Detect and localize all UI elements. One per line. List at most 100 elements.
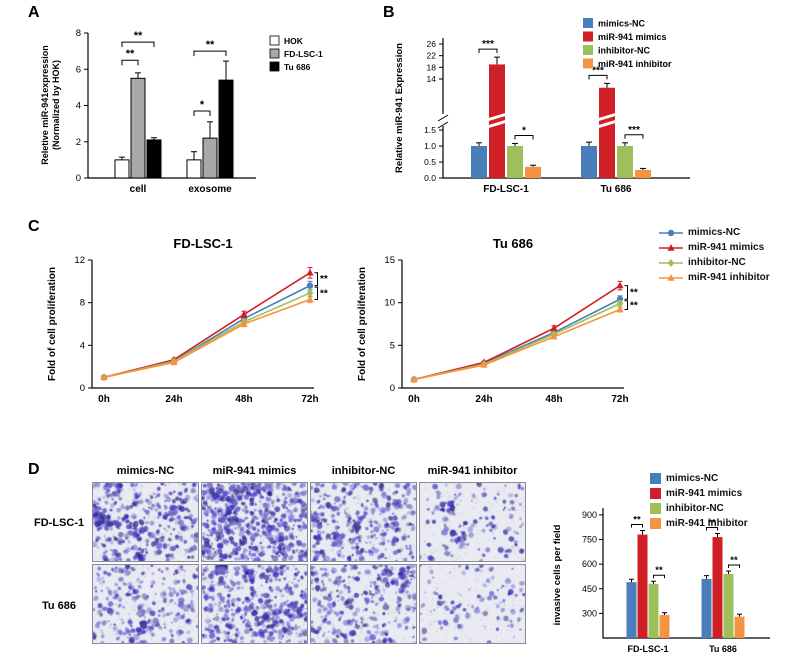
svg-text:FD-LSC-1: FD-LSC-1 xyxy=(483,184,529,195)
legend-item-mimics-nc: mimics-NC xyxy=(650,472,748,485)
transwell-image-fd-lsc-1-mir-941-inhibitor xyxy=(419,482,526,562)
svg-text:6: 6 xyxy=(76,64,81,75)
panel-c-label: C xyxy=(28,218,40,235)
svg-text:0h: 0h xyxy=(98,394,110,405)
svg-text:600: 600 xyxy=(582,559,597,569)
column-header-inhibitor-nc: inhibitor-NC xyxy=(331,465,396,477)
svg-text:**: ** xyxy=(730,555,738,566)
transwell-image-tu-686-mir-941-inhibitor xyxy=(419,564,526,644)
panel-b-label: B xyxy=(383,4,395,21)
panel-d-legend: mimics-NC miR-941 mimics inhibitor-NC miR-9… xyxy=(650,472,748,530)
svg-text:miR-941 mimics: miR-941 mimics xyxy=(598,32,667,42)
svg-text:**: ** xyxy=(633,515,641,526)
svg-text:1.5: 1.5 xyxy=(424,125,436,135)
transwell-image-fd-lsc-1-mir-941-mimics xyxy=(201,482,308,562)
svg-text:15: 15 xyxy=(384,255,395,266)
panel-c-line-chart-fd-lsc-1: FD-LSC-1 0 4 8 12 Fold of cell proliferation 0… xyxy=(47,236,328,405)
svg-text:0: 0 xyxy=(76,173,81,184)
svg-text:**: ** xyxy=(708,517,716,528)
row-label-fd-lsc-1: FD-LSC-1 xyxy=(34,517,85,529)
svg-text:8: 8 xyxy=(76,28,81,39)
svg-text:**: ** xyxy=(206,39,215,51)
svg-text:**: ** xyxy=(320,274,328,285)
svg-text:FD-LSC-1: FD-LSC-1 xyxy=(284,49,323,59)
svg-text:**: ** xyxy=(320,289,328,300)
svg-text:2: 2 xyxy=(76,137,81,148)
svg-text:Fold of cell proliferation: Fold of cell proliferation xyxy=(357,267,368,381)
svg-text:0.5: 0.5 xyxy=(424,157,436,167)
svg-text:72h: 72h xyxy=(611,394,628,405)
panel-c-legend: mimics-NC miR-941 mimics inhibitor-NC miR-9… xyxy=(658,226,770,284)
svg-text:0: 0 xyxy=(80,383,85,394)
transwell-image-fd-lsc-1-mimics-nc xyxy=(92,482,199,562)
svg-text:**: ** xyxy=(655,565,663,576)
svg-text:**: ** xyxy=(630,287,638,298)
transwell-image-tu-686-inhibitor-nc xyxy=(310,564,417,644)
legend-item-mir-941-mimics: miR-941 mimics xyxy=(650,487,748,500)
svg-text:**: ** xyxy=(126,48,135,60)
svg-text:48h: 48h xyxy=(235,394,252,405)
svg-text:**: ** xyxy=(630,300,638,311)
svg-text:miR-941 inhibitor: miR-941 inhibitor xyxy=(598,59,672,69)
panel-d-image-grid xyxy=(92,482,526,644)
svg-text:12: 12 xyxy=(74,255,85,266)
svg-text:Reletive miR-941expression(Nor: Reletive miR-941expression(Normalized by… xyxy=(40,45,61,165)
panel-a-bar-chart: 0 2 4 6 8 Reletive miR-941expression(Normaliz… xyxy=(40,28,323,195)
svg-text:inhibitor-NC: inhibitor-NC xyxy=(598,46,650,56)
svg-text:*: * xyxy=(522,125,526,136)
svg-text:Tu 686: Tu 686 xyxy=(493,236,533,251)
svg-text:FD-LSC-1: FD-LSC-1 xyxy=(173,236,232,251)
svg-text:5: 5 xyxy=(390,340,395,351)
svg-text:Tu 686: Tu 686 xyxy=(601,184,632,195)
row-label-tu-686: Tu 686 xyxy=(42,600,77,612)
svg-text:0h: 0h xyxy=(408,394,420,405)
svg-text:14: 14 xyxy=(427,74,437,84)
panel-d-bar-chart: 300 450 600 750 900 invasive cells per field F… xyxy=(552,508,770,654)
svg-text:0.0: 0.0 xyxy=(424,173,436,183)
transwell-image-tu-686-mir-941-mimics xyxy=(201,564,308,644)
svg-text:26: 26 xyxy=(427,39,437,49)
legend-item-inhibitor-nc: inhibitor-NC xyxy=(658,256,770,269)
svg-text:Fold of cell proliferation: Fold of cell proliferation xyxy=(47,267,58,381)
column-header-mir941-inhibitor: miR-941 inhibitor xyxy=(427,465,518,477)
legend-item-mir-941-inhibitor: miR-941 inhibitor xyxy=(658,271,770,284)
svg-text:24h: 24h xyxy=(475,394,492,405)
legend-item-mir-941-inhibitor: miR-941 inhibitor xyxy=(650,517,748,530)
svg-text:4: 4 xyxy=(76,101,81,112)
svg-text:**: ** xyxy=(134,30,143,42)
svg-text:HOK: HOK xyxy=(284,36,304,46)
svg-text:24h: 24h xyxy=(165,394,182,405)
svg-text:Relative miR-941 Expression: Relative miR-941 Expression xyxy=(394,43,405,173)
legend-item-mimics-nc: mimics-NC xyxy=(658,226,770,239)
legend-item-mir-941-mimics: miR-941 mimics xyxy=(658,241,770,254)
svg-text:***: *** xyxy=(482,39,494,50)
svg-text:22: 22 xyxy=(427,51,437,61)
svg-text:0: 0 xyxy=(390,383,395,394)
svg-text:450: 450 xyxy=(582,584,597,594)
legend-item-inhibitor-nc: inhibitor-NC xyxy=(650,502,748,515)
transwell-image-tu-686-mimics-nc xyxy=(92,564,199,644)
svg-text:1.0: 1.0 xyxy=(424,141,436,151)
svg-text:invasive cells per field: invasive cells per field xyxy=(552,524,563,625)
svg-text:300: 300 xyxy=(582,608,597,618)
svg-text:***: *** xyxy=(592,65,604,76)
svg-text:900: 900 xyxy=(582,510,597,520)
svg-text:48h: 48h xyxy=(545,394,562,405)
svg-text:10: 10 xyxy=(384,298,395,309)
svg-text:72h: 72h xyxy=(301,394,318,405)
column-header-mir941-mimics: miR-941 mimics xyxy=(212,465,297,477)
svg-text:*: * xyxy=(200,99,205,111)
svg-text:18: 18 xyxy=(427,62,437,72)
transwell-image-fd-lsc-1-inhibitor-nc xyxy=(310,482,417,562)
svg-text:mimics-NC: mimics-NC xyxy=(598,19,646,29)
svg-text:750: 750 xyxy=(582,535,597,545)
panel-c-line-chart-tu-686: Tu 686 0 5 10 15 Fold of cell proliferation 0h… xyxy=(357,236,638,405)
svg-text:***: *** xyxy=(628,125,640,136)
svg-text:exosome: exosome xyxy=(188,184,232,195)
panel-a-label: A xyxy=(28,4,40,21)
svg-text:8: 8 xyxy=(80,298,85,309)
svg-text:FD-LSC-1: FD-LSC-1 xyxy=(628,644,669,654)
panel-d-label: D xyxy=(28,461,40,478)
